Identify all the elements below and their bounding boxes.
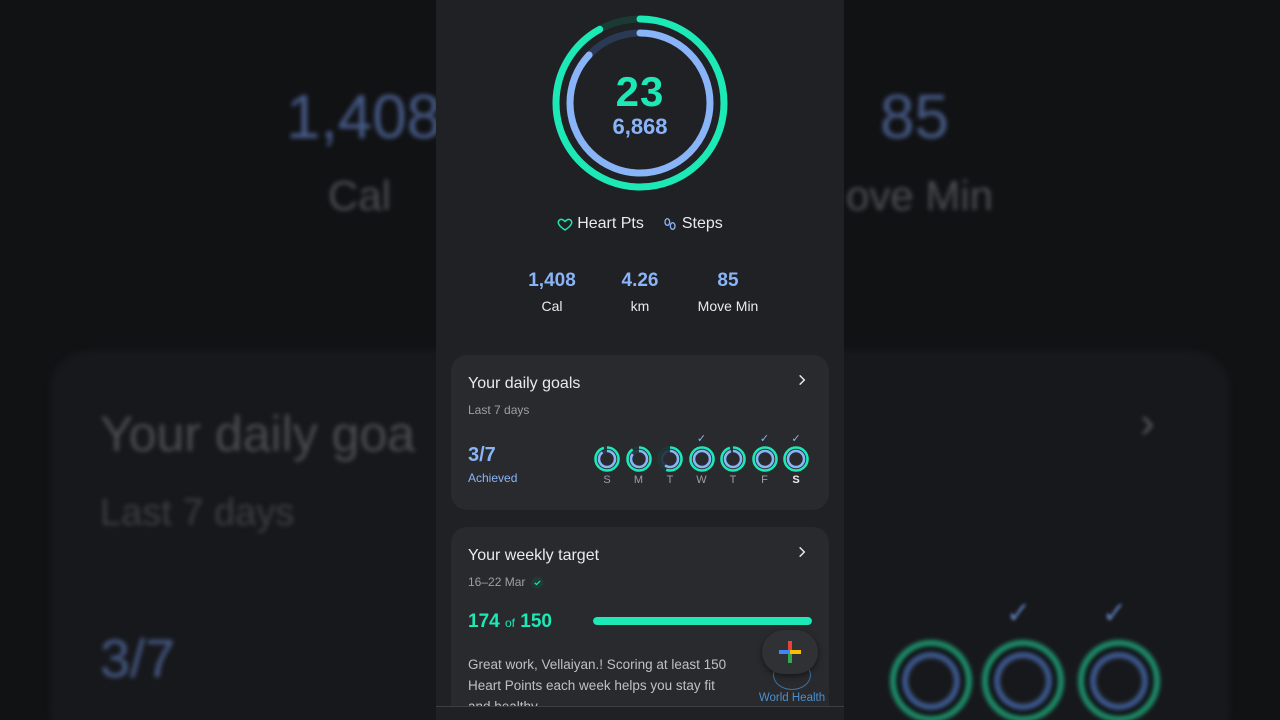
day-ring-icon [625,446,652,472]
legend-steps-label: Steps [681,215,723,232]
day-letter: T [729,474,737,486]
bg-cal-value: 1,408 [286,83,442,152]
day-check-icon [594,433,620,445]
bottom-navigation [436,706,844,720]
day-ring-icon [688,446,715,472]
bg-achieved: 3/7 [100,629,176,689]
daily-goals-title: Your daily goals [468,375,581,392]
steps-arc [566,29,714,177]
stat-label: km [630,298,650,314]
achieved-summary: 3/7 Achieved [468,444,517,485]
bg-check-icon: ✓ [1006,597,1032,630]
day-goal-5: ✓ F [751,433,778,486]
stat-value: 4.26 [621,270,659,291]
footsteps-icon [664,218,676,230]
day-check-icon [657,433,683,445]
week-days: S M T ✓ W T ✓ F ✓ S [594,433,809,486]
stat-value: 1,408 [528,270,576,291]
check-circle-icon [531,576,544,588]
bg-chevron-right-icon: › [1140,398,1155,447]
bg-cal-label: Cal [328,172,392,219]
day-letter: S [603,474,611,486]
day-goal-6: ✓ S [783,433,809,486]
steps-value: 6,868 [612,114,668,139]
day-ring-icon [657,446,683,472]
heart-points-arc [552,15,728,191]
day-goal-4: T [720,433,746,486]
weekly-target-score: 174 of 150 [468,611,552,633]
bg-ring-icon [1078,640,1160,720]
heart-icon [557,218,573,231]
bg-goals-title: Your daily goa [100,406,416,462]
legend-heart-points: Heart Pts [557,215,644,233]
day-letter: W [696,474,707,486]
chevron-right-icon[interactable] [795,371,809,392]
day-letter: M [633,474,644,486]
day-check-icon: ✓ [759,433,770,445]
bg-goals-sub: Last 7 days [100,492,295,534]
plus-icon [779,641,801,663]
bg-move-value: 85 [880,83,949,152]
day-ring-icon [751,446,778,472]
day-ring-icon [720,446,746,472]
stat-distance[interactable]: 4.26 km [596,270,684,314]
legend-heart-label: Heart Pts [577,215,644,232]
day-letter: F [761,474,768,486]
ring-legend: Heart Pts Steps [436,215,844,233]
stat-move-minutes[interactable]: 85 Move Min [684,270,772,314]
day-check-icon: ✓ [791,433,801,445]
activity-ring[interactable]: 23 6,868 [549,12,731,194]
day-ring-icon [783,446,809,472]
day-goal-2: T [657,433,683,486]
achieved-count: 3/7 [468,444,496,466]
day-letter: T [666,474,674,486]
stats-row: 1,408 Cal 4.26 km 85 Move Min [436,270,844,314]
bg-ring-icon [982,640,1064,720]
stat-value: 85 [717,270,739,291]
day-goal-3: ✓ W [688,433,715,486]
daily-goals-card[interactable]: Your daily goals Last 7 days 3/7 Achieve… [451,355,829,510]
who-label: World Health [758,692,826,704]
weekly-target-title: Your weekly target [468,547,600,564]
add-activity-button[interactable] [762,630,818,674]
day-check-icon [626,433,652,445]
weekly-goal: 150 [520,611,552,632]
legend-steps: Steps [662,215,723,233]
stat-label: Cal [541,298,563,314]
stat-label: Move Min [697,298,759,314]
weekly-progress-fill [593,617,812,625]
day-check-icon: ✓ [696,433,707,445]
weekly-target-card[interactable]: Your weekly target 16–22 Mar 174 of 150 … [451,527,829,720]
phone-screen: 23 6,868 Heart Pts Steps 1,408 Cal 4.26 … [436,0,844,720]
weekly-of: of [504,616,515,630]
weekly-target-dates-text: 16–22 Mar [468,575,526,589]
daily-goals-subtitle: Last 7 days [468,403,529,417]
activity-ring-graphic [552,15,728,191]
weekly-target-dates: 16–22 Mar [468,575,544,589]
day-goal-1: M [625,433,652,486]
daily-goals-subtitle-text: Last 7 days [468,403,530,417]
weekly-progress-bar [593,617,812,625]
bg-ring-icon [890,640,972,720]
day-goal-0: S [594,433,620,486]
day-check-icon [720,433,746,445]
achieved-label: Achieved [468,471,518,485]
weekly-achieved: 174 [468,611,500,632]
day-ring-icon [594,446,620,472]
stat-calories[interactable]: 1,408 Cal [508,270,596,314]
day-letter: S [792,474,800,486]
bg-check-icon: ✓ [1102,597,1128,630]
chevron-right-icon[interactable] [795,543,809,564]
heart-points-value: 23 [615,68,665,115]
bg-move-label: ove Min [846,172,994,219]
